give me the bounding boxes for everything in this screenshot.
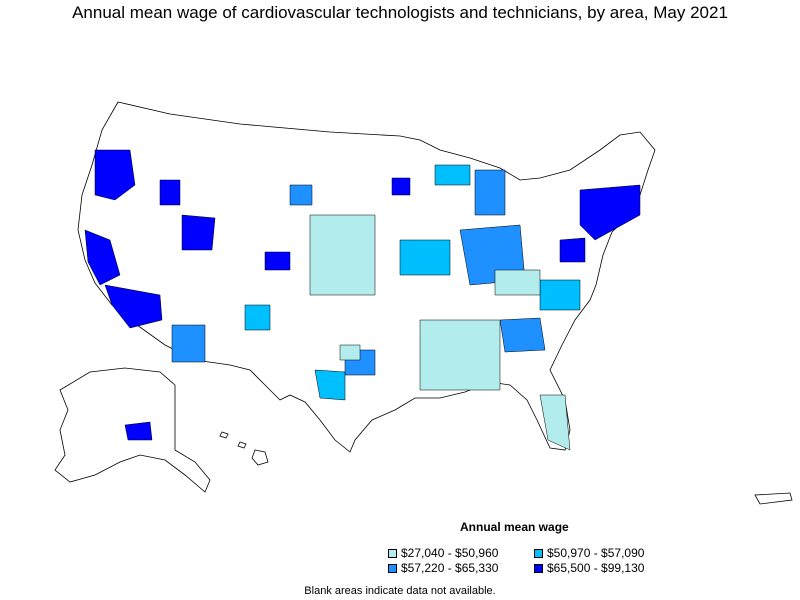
- region-arizona: [171, 324, 206, 363]
- region-minnesota: [391, 177, 411, 196]
- region-florida: [539, 394, 571, 451]
- legend-swatch-4: [534, 563, 543, 573]
- region-michigan: [474, 169, 506, 216]
- map-title: Annual mean wage of cardiovascular techn…: [72, 3, 728, 22]
- legend-item-3: $57,220 - $65,330: [388, 561, 498, 575]
- region-missouri: [399, 239, 451, 276]
- region-west-coast: [94, 149, 136, 201]
- region-northeast: [579, 184, 641, 241]
- region-mountain: [289, 184, 313, 206]
- legend-label-1: $27,040 - $50,960: [401, 546, 499, 560]
- choropleth-regions: [84, 149, 641, 451]
- hawaii-island-1: [219, 431, 229, 439]
- region-new-mexico: [244, 304, 271, 331]
- region-alaska-anchorage: [124, 421, 153, 441]
- legend-swatch-3: [388, 563, 397, 573]
- region-carolinas: [539, 279, 581, 311]
- region-texas-south: [314, 369, 346, 401]
- region-southern-california: [104, 284, 163, 329]
- region-appalachia: [494, 269, 541, 296]
- region-south-central: [419, 319, 501, 391]
- legend-swatch-2: [534, 548, 543, 558]
- legend-title: Annual mean wage: [460, 520, 569, 534]
- legend-label-4: $65,500 - $99,130: [547, 561, 645, 575]
- region-southeast: [499, 317, 546, 353]
- legend-label-3: $57,220 - $65,330: [401, 561, 499, 575]
- legend-swatch-1: [388, 548, 397, 558]
- region-texas-west: [339, 344, 361, 361]
- legend-item-2: $50,970 - $57,090: [534, 546, 644, 560]
- footnote: Blank areas indicate data not available.: [304, 585, 496, 597]
- legend-item-1: $27,040 - $50,960: [388, 546, 498, 560]
- hawaii-island-3: [251, 449, 269, 466]
- puerto-rico-outline: [754, 492, 793, 505]
- region-idaho: [159, 179, 181, 206]
- hawaii-island-2: [237, 441, 247, 449]
- region-kansas: [309, 214, 376, 296]
- land-outline: [54, 101, 793, 505]
- region-utah: [181, 214, 216, 251]
- region-wisconsin: [434, 164, 471, 186]
- legend-label-2: $50,970 - $57,090: [547, 546, 645, 560]
- region-colorado: [264, 251, 291, 271]
- region-northern-california: [84, 229, 121, 286]
- region-mid-atlantic: [559, 237, 586, 263]
- legend-item-4: $65,500 - $99,130: [534, 561, 644, 575]
